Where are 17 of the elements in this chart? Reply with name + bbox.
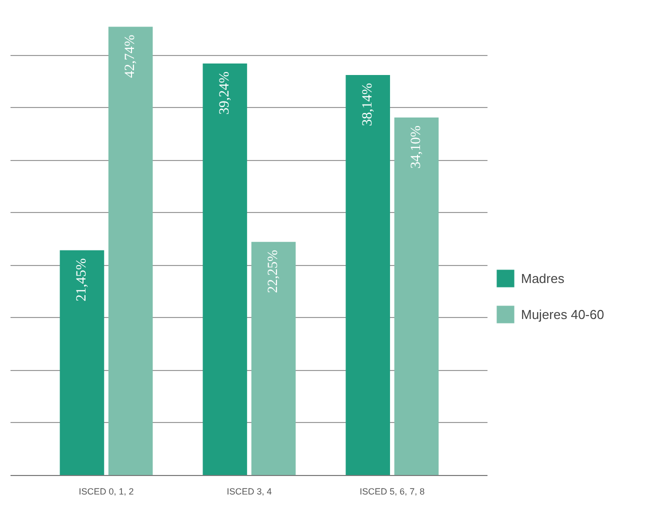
data-label: 42,74%: [123, 34, 138, 78]
data-label: 38,14%: [360, 82, 376, 126]
x-tick-label: ISCED 5, 6, 7, 8: [360, 486, 425, 496]
bar: [394, 117, 439, 476]
data-label: 34,10%: [408, 125, 424, 169]
bar: [60, 250, 104, 476]
bar: [251, 242, 296, 476]
data-label: 21,45%: [74, 258, 90, 302]
bar: [202, 63, 248, 476]
data-label: 22,25%: [266, 250, 282, 294]
legend-label: Madres: [521, 270, 564, 286]
bar: [108, 26, 153, 476]
x-tick-label: ISCED 0, 1, 2: [78, 486, 134, 496]
bar: [346, 75, 390, 476]
data-label: 39,24%: [217, 71, 232, 115]
legend-label: Mujeres 40-60: [521, 306, 604, 322]
x-tick-label: ISCED 3, 4: [226, 486, 272, 496]
